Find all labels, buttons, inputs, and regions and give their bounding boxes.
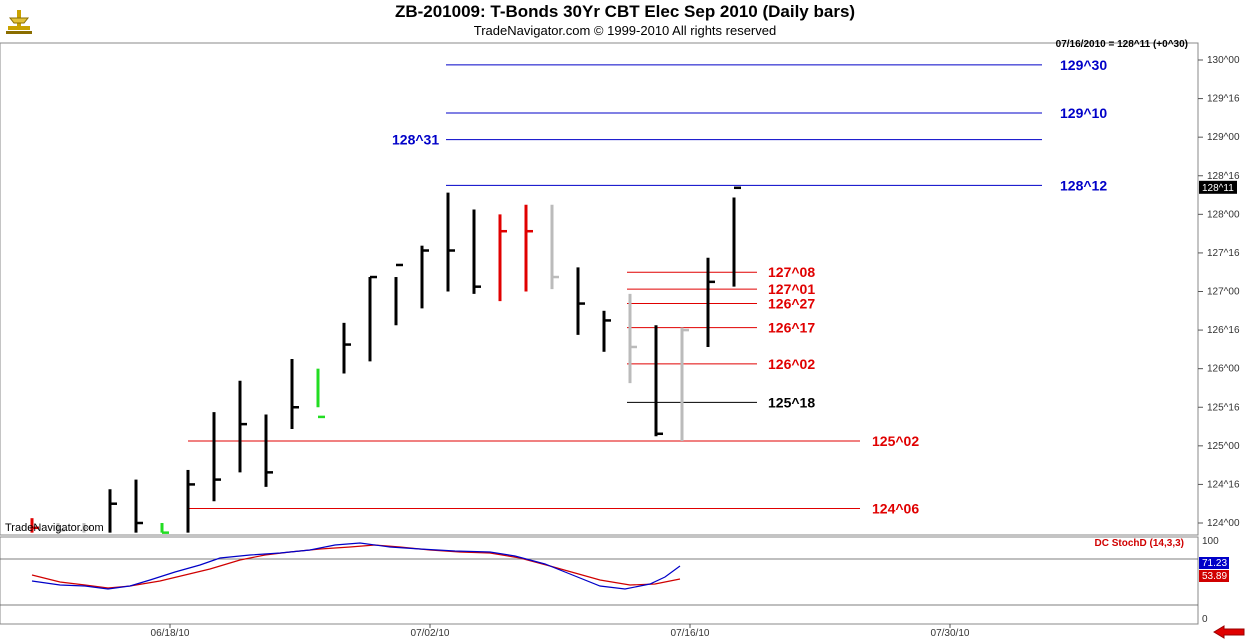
- date-tick-label: 07/16/10: [671, 628, 710, 639]
- price-tick-label: 128^00: [1207, 209, 1240, 220]
- date-tick-label: 07/02/10: [411, 628, 450, 639]
- level-label: 125^02: [872, 433, 919, 449]
- level-label: 124^06: [872, 501, 919, 517]
- price-tick-label: 129^16: [1207, 94, 1240, 105]
- level-label: 129^30: [1060, 57, 1107, 73]
- last-price-status: 07/16/2010 = 128^11 (+0^30): [1055, 39, 1188, 50]
- watermark: TradeNavigator.com: [5, 522, 104, 534]
- date-tick-label: 07/30/10: [931, 628, 970, 639]
- stoch-axis-label: 0: [1202, 614, 1208, 625]
- date-tick-label: 06/18/10: [151, 628, 190, 639]
- price-tick-label: 126^16: [1207, 325, 1240, 336]
- price-tick-label: 126^00: [1207, 364, 1240, 375]
- price-tick-label: 127^00: [1207, 287, 1240, 298]
- tradenavigator-logo-icon[interactable]: [4, 6, 34, 36]
- level-label: 129^10: [1060, 105, 1107, 121]
- level-label: 128^31: [392, 132, 439, 148]
- last-price-tag: [1199, 180, 1237, 194]
- scroll-left-arrow-icon[interactable]: [1212, 625, 1246, 639]
- level-label: 126^17: [768, 320, 815, 336]
- level-label: 125^18: [768, 394, 815, 410]
- price-tick-label: 125^00: [1207, 441, 1240, 452]
- stoch-value-tag: [1199, 570, 1229, 582]
- price-tick-label: 124^00: [1207, 518, 1240, 529]
- price-tick-label: 130^00: [1207, 55, 1240, 66]
- price-pane: [0, 42, 1199, 536]
- copyright-subtitle: TradeNavigator.com © 1999-2010 All right…: [473, 23, 777, 38]
- price-tick-label: 128^16: [1207, 171, 1240, 182]
- level-label: 128^12: [1060, 177, 1107, 193]
- price-tick-label: 125^16: [1207, 402, 1240, 413]
- chart-title: ZB-201009: T-Bonds 30Yr CBT Elec Sep 201…: [394, 2, 856, 21]
- price-tick-label: 124^16: [1207, 479, 1240, 490]
- stochastic-indicator-label[interactable]: DC StochD (14,3,3): [1094, 538, 1184, 549]
- stoch-axis-label: 100: [1202, 536, 1219, 547]
- price-tick-label: 127^16: [1207, 248, 1240, 259]
- stoch-axis-label: 53.89: [1202, 571, 1227, 582]
- stoch-value-tag: [1199, 557, 1229, 569]
- level-label: 126^27: [768, 296, 815, 312]
- indicator-pane: [0, 536, 1199, 625]
- level-label: 127^01: [768, 281, 815, 297]
- stoch-blue-line: [31, 542, 681, 590]
- last-price-tag-label: 128^11: [1202, 183, 1234, 194]
- price-tick-label: 129^00: [1207, 132, 1240, 143]
- level-label: 127^08: [768, 264, 815, 280]
- level-label: 126^02: [768, 356, 815, 372]
- stoch-axis-label: 71.23: [1202, 558, 1227, 569]
